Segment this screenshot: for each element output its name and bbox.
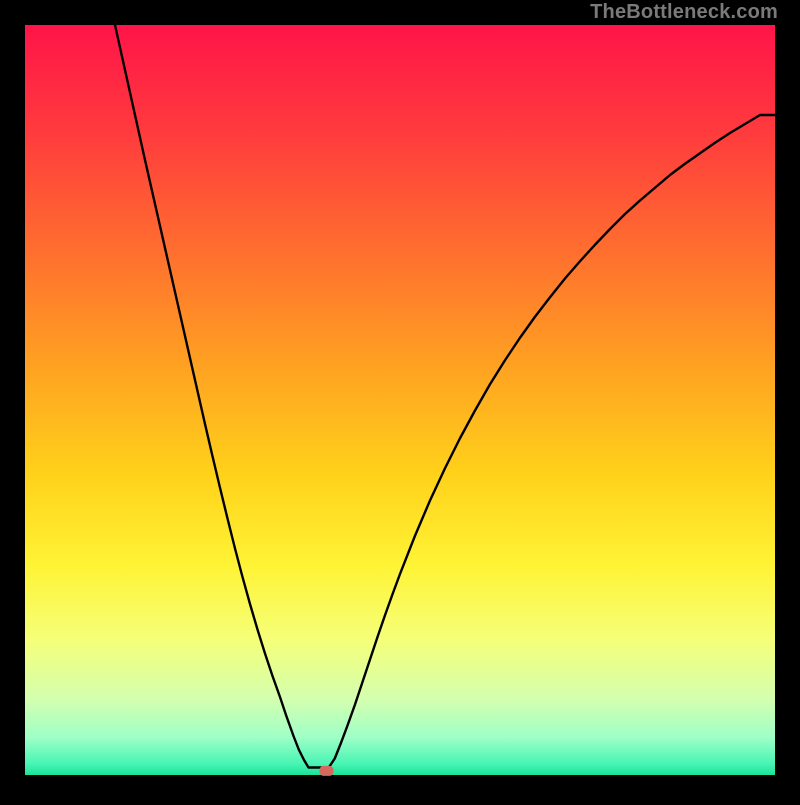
bottleneck-chart-svg [0,0,800,800]
watermark-text: TheBottleneck.com [590,1,778,24]
chart-frame: TheBottleneck.com [0,0,800,800]
optimal-point-marker [320,766,334,776]
plot-gradient-background [25,25,775,775]
